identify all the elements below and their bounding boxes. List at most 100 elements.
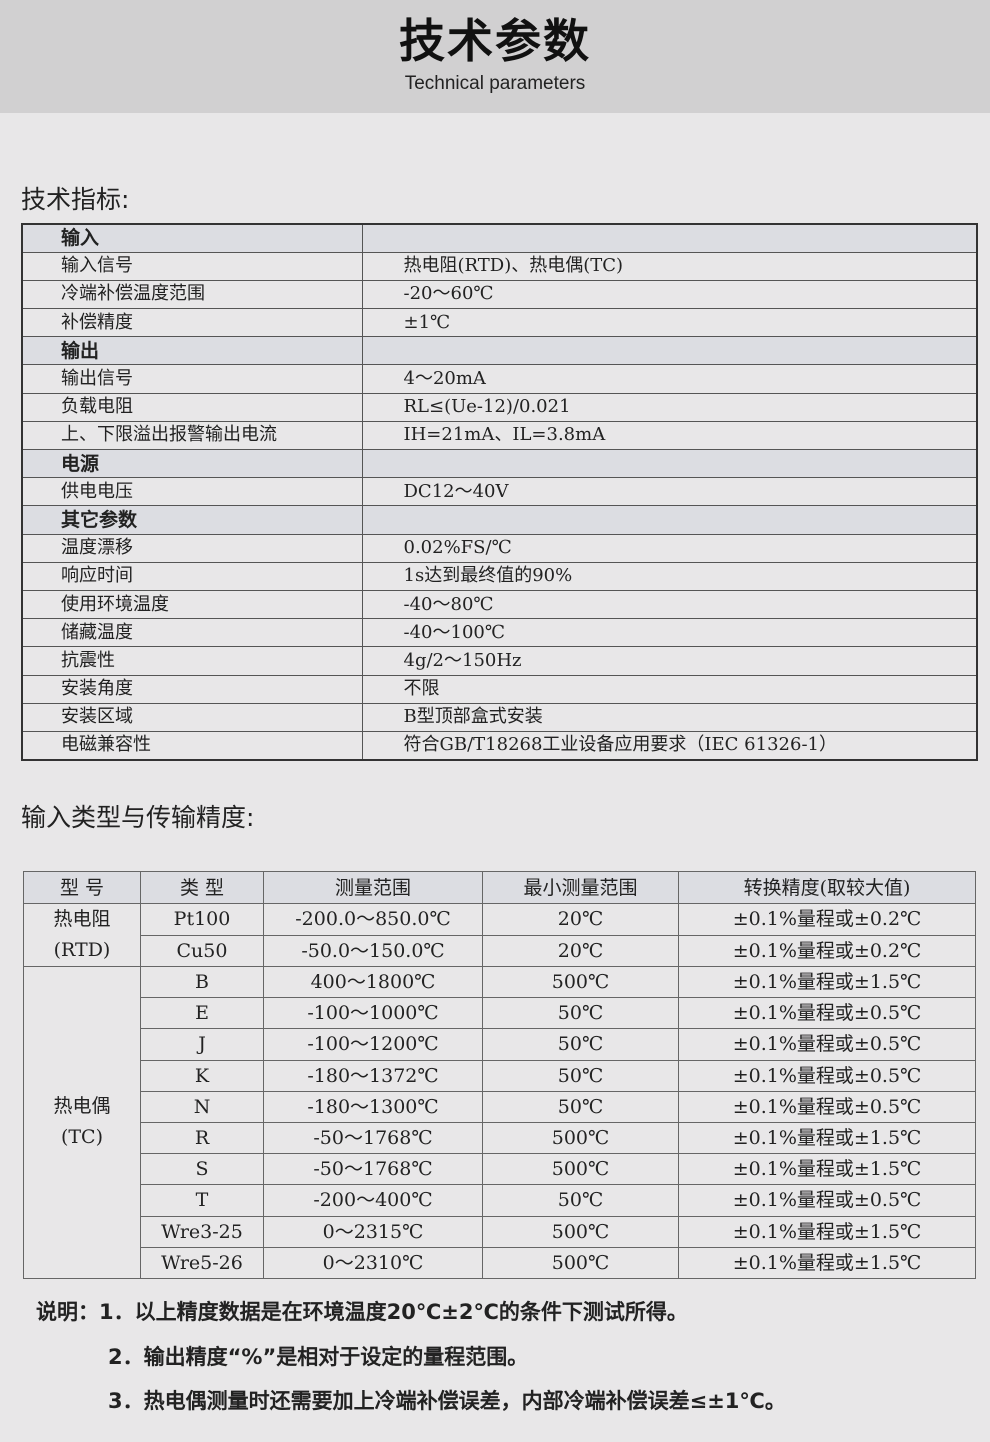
measure-range: -180～1300℃ [263,1090,483,1123]
sensor-type: Cu50 [140,934,264,967]
table-row: S -50～1768℃ 500℃ ±0.1%量程或±1.5℃ [24,1153,976,1186]
column-header: 型 号 [23,871,141,904]
measure-range: -100～1000℃ [263,997,483,1030]
table-row: 储藏温度 -40～100℃ [21,618,978,648]
measure-range: -50～1768℃ [263,1121,483,1155]
measure-range: 0～2315℃ [263,1215,483,1248]
table-row: 温度漂移 0.02%FS/℃ [21,533,978,563]
note-item: 2．输出精度“%”是相对于设定的量程范围。 [108,1344,529,1369]
sensor-type: Pt100 [140,903,264,936]
sensor-type: Wre3-25 [140,1215,264,1248]
spec-label: 温度漂移 [21,533,363,563]
page-title: 技术参数 [399,14,591,68]
measure-range: 400～1800℃ [263,965,483,999]
spec-value [361,223,978,253]
spec-value: 1s达到最终值的90% [361,561,978,591]
min-range: 500℃ [482,1121,679,1155]
table-row: J -100～1200℃ 50℃ ±0.1%量程或±0.5℃ [24,1028,976,1061]
spec-value: DC12～40V [361,477,978,507]
spec-label: 使用环境温度 [21,589,363,620]
spec-label: 冷端补偿温度范围 [21,279,363,310]
spec-label: 电源 [21,448,363,479]
table-row: K -180～1372℃ 50℃ ±0.1%量程或±0.5℃ [24,1059,976,1092]
sensor-group-code: (RTD) [53,939,111,961]
column-header: 转换精度(取较大值) [678,871,976,904]
spec-label: 储藏温度 [21,618,363,648]
accuracy: ±0.1%量程或±1.5℃ [678,965,976,999]
notes: 说明：1．以上精度数据是在环境温度20℃±2℃的条件下测试所得。 2．输出精度“… [36,1296,786,1430]
table-row: 使用环境温度 -40～80℃ [21,589,978,620]
sensor-group-name: 热电阻 [53,908,111,930]
spec-value: 热电阻(RTD)、热电偶(TC) [361,251,978,281]
spec-label: 安装区域 [21,702,363,732]
page-header: 技术参数 Technical parameters [0,0,990,113]
spec-label: 供电电压 [21,477,363,507]
sensor-type: T [140,1184,264,1217]
note-item: 3．热电偶测量时还需要加上冷端补偿误差，内部冷端补偿误差≤±1℃。 [108,1389,786,1413]
sensor-type: N [140,1090,264,1123]
spec-value: 不限 [361,674,978,704]
spec-label: 补偿精度 [21,308,363,338]
sensor-type: B [140,965,264,999]
sensor-type: E [140,997,264,1030]
table-row: 冷端补偿温度范围 -20～60℃ [21,279,978,310]
spec-value: -40～80℃ [361,589,978,620]
table-row: 安装区域 B型顶部盒式安装 [21,702,978,732]
spec-section-title: 技术指标: [21,185,130,214]
spec-label: 输出 [21,336,363,366]
section-row: 输出 [21,336,978,366]
sensor-type: S [140,1153,264,1186]
column-header: 最小测量范围 [482,871,679,904]
spec-label: 电磁兼容性 [21,730,363,761]
spec-label: 负载电阻 [21,392,363,422]
table-header-row: 型 号类 型测量范围 最小测量范围 转换精度(取较大值) [23,871,976,904]
spec-value: -40～100℃ [361,618,978,648]
table-row: N -180～1300℃ 50℃ ±0.1%量程或±0.5℃ [24,1090,976,1123]
table-row: 上、下限溢出报警输出电流 IH=21mA、IL=3.8mA [21,420,978,451]
accuracy-section-title: 输入类型与传输精度: [21,803,255,832]
spec-value [361,448,978,479]
measure-range: -50～1768℃ [263,1153,483,1186]
spec-value: ±1℃ [361,308,978,338]
table-row: Wre5-26 0～2310℃ 500℃ ±0.1%量程或±1.5℃ [24,1246,976,1279]
table-row: Wre3-25 0～2315℃ 500℃ ±0.1%量程或±1.5℃ [24,1215,976,1248]
min-range: 500℃ [482,1246,679,1279]
measure-range: -200.0～850.0℃ [263,903,483,936]
accuracy: ±0.1%量程或±0.5℃ [678,1184,976,1217]
spec-value: RL≤(Ue-12)/0.021 [361,392,978,422]
table-row: T -200～400℃ 50℃ ±0.1%量程或±0.5℃ [24,1184,976,1217]
sensor-type: R [140,1121,264,1155]
measure-range: -100～1200℃ [263,1028,483,1061]
note-item: 1．以上精度数据是在环境温度20℃±2℃的条件下测试所得。 [99,1300,688,1324]
spec-label: 输入信号 [21,251,363,281]
section-row: 电源 [21,448,978,479]
table-row: 安装角度 不限 [21,674,978,704]
spec-value: 0.02%FS/℃ [361,533,978,563]
measure-range: 0～2310℃ [263,1246,483,1279]
sensor-group-code: (TC) [60,1126,104,1149]
accuracy: ±0.1%量程或±1.5℃ [678,1246,976,1279]
table-row: Cu50 -50.0～150.0℃ 20℃ ±0.1%量程或±0.2℃ [24,934,976,967]
accuracy: ±0.1%量程或±0.5℃ [678,997,976,1030]
spec-value: -20～60℃ [361,279,978,310]
sensor-group-cell: 热电阻 (RTD) [23,903,141,967]
column-header: 类 型 [140,871,264,904]
spec-value [361,336,978,366]
spec-label: 响应时间 [21,561,363,591]
table-row: E -100～1000℃ 50℃ ±0.1%量程或±0.5℃ [24,997,976,1030]
table-row: R -50～1768℃ 500℃ ±0.1%量程或±1.5℃ [24,1121,976,1155]
notes-prefix: 说明： [36,1300,99,1324]
sensor-group-name: 热电偶 [53,1095,111,1118]
table-row: 抗震性 4g/2～150Hz [21,646,978,676]
min-range: 20℃ [482,903,679,936]
min-range: 50℃ [482,1028,679,1061]
sensor-group-cell: 热电偶 (TC) [23,966,141,1279]
spec-label: 输出信号 [21,364,363,394]
measure-range: -200～400℃ [263,1184,483,1217]
sensor-type: K [140,1059,264,1092]
accuracy: ±0.1%量程或±0.2℃ [678,903,976,936]
table-row: 响应时间 1s达到最终值的90% [21,561,978,591]
spec-value: 4g/2～150Hz [361,646,978,676]
spec-value: IH=21mA、IL=3.8mA [361,420,978,451]
accuracy: ±0.1%量程或±0.5℃ [678,1090,976,1123]
